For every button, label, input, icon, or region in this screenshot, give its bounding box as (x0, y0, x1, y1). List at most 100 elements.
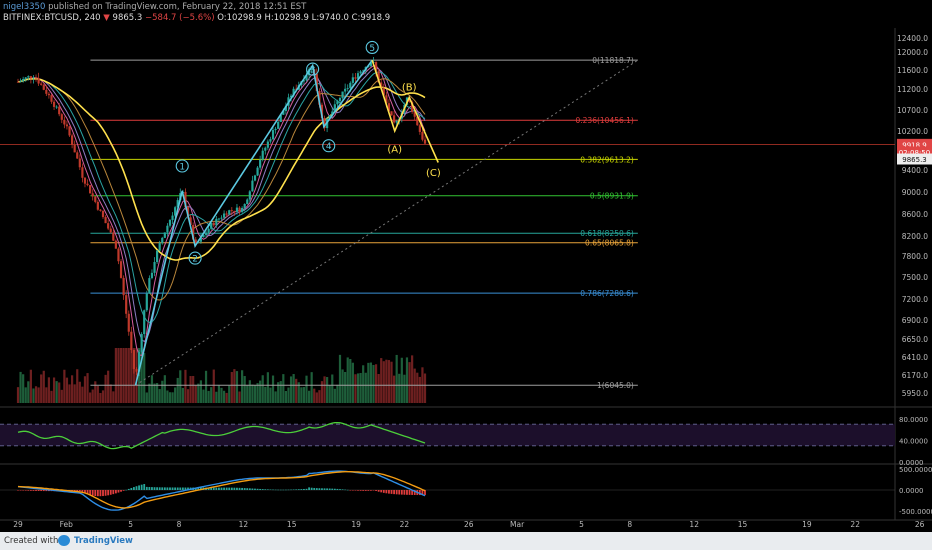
candle-body (284, 105, 288, 111)
price-tick-label: 8200.0 (902, 232, 928, 241)
time-tick-label: 26 (915, 520, 925, 529)
volume-bar (228, 385, 231, 403)
volume-bar (32, 388, 35, 403)
candle-body (356, 73, 360, 79)
candle-body (235, 207, 239, 212)
volume-bar (398, 373, 401, 403)
volume-bar (176, 377, 179, 403)
candle-body (390, 111, 393, 116)
volume-bar (163, 375, 166, 403)
candle-body (122, 277, 125, 296)
volume-bar (323, 376, 326, 403)
macd-signal-line (17, 471, 426, 509)
volume-bar (94, 381, 97, 403)
macd-histogram-bar (37, 490, 40, 491)
macd-histogram-bar (357, 490, 359, 491)
macd-histogram-bar (269, 489, 272, 490)
price-tick-label: 6900.0 (902, 316, 928, 325)
candle-body (377, 71, 380, 83)
macd-histogram-bar (359, 490, 362, 491)
macd-histogram-bar (143, 484, 146, 490)
candle-body (96, 201, 99, 210)
tradingview-brand-link[interactable]: TradingView (74, 536, 133, 546)
price-axis: 12400.0 12000.0 11600.0 11200.0 10700.0 10200… (897, 34, 932, 398)
candle-body (127, 313, 130, 332)
price-tick-label: 7800.0 (902, 252, 928, 261)
volume-bar (104, 374, 107, 403)
wave-label-3: 3 (310, 66, 316, 76)
time-tick-label: 22 (850, 520, 860, 529)
macd-histogram-bar (236, 487, 238, 490)
candle-body (166, 225, 169, 233)
volume-bar (217, 385, 221, 403)
volume-bar (109, 384, 112, 403)
volume-bar (423, 373, 427, 403)
price-tick-label: 5950.0 (902, 389, 928, 398)
volume-bar (45, 387, 48, 403)
candle-body (174, 207, 177, 216)
macd-histogram-bar (122, 490, 125, 491)
volume-bars (16, 348, 427, 403)
wave-label-2: 2 (192, 255, 198, 265)
candle-body (411, 101, 414, 112)
volume-bar (349, 358, 352, 403)
macd-histogram-bar (403, 490, 406, 495)
volume-bar (274, 391, 277, 403)
footer-bar: Created with TradingView (0, 532, 932, 550)
macd-histogram-bar (145, 486, 148, 490)
volume-bar (269, 387, 272, 403)
candle-body (60, 114, 63, 120)
publisher-link[interactable]: nigel3350 (3, 2, 46, 12)
candle-body (55, 106, 58, 108)
macd-histogram-bar (323, 488, 326, 490)
time-tick-label: Feb (60, 520, 74, 529)
wave-label-B: (B) (402, 83, 417, 94)
volume-bar (96, 385, 99, 403)
macd-histogram-bar (333, 488, 336, 490)
time-axis: 29 Feb 5 8 12 15 19 22 26 Mar 5 8 12 15 19 22 26 (13, 520, 924, 529)
price-tick-label: 6650.0 (902, 335, 928, 344)
candle-body (194, 239, 197, 243)
macd-histogram-bar (171, 487, 174, 490)
macd-histogram-bar (377, 490, 380, 492)
price-tag-box (897, 153, 932, 165)
fib-label: 0.382(9613.2) (580, 155, 634, 164)
macd-histogram-bar (313, 487, 316, 490)
candle-body (148, 278, 151, 294)
macd-histogram-bar (228, 487, 231, 490)
macd-histogram-bar (354, 490, 357, 491)
candle-body (104, 217, 107, 224)
volume-bar (117, 348, 120, 403)
volume-bar (418, 376, 421, 403)
macd-histogram-bar (220, 487, 223, 490)
macd-histogram-bar (102, 490, 104, 497)
macd-histogram-bar (24, 490, 27, 491)
macd-histogram-bar (424, 490, 426, 496)
volume-bar (253, 385, 257, 403)
candle-body (168, 219, 172, 226)
wave-label-1: 1 (179, 163, 185, 173)
volume-bar (179, 370, 182, 403)
candle-body (380, 82, 383, 89)
volume-bar (295, 378, 298, 403)
wave-label-circle (322, 139, 336, 153)
volume-bar (63, 369, 66, 403)
macd-histogram-bar (375, 490, 377, 491)
candle-body (261, 150, 264, 160)
macd-label-neg500: -500.0000 (899, 508, 932, 516)
volume-bar (127, 348, 130, 403)
candle-body (341, 91, 344, 99)
candle-body (333, 104, 336, 112)
rsi-pane: 80.0000 40.0000 0.0000 (0, 416, 928, 467)
volume-bar (153, 383, 156, 403)
candle-body (202, 234, 205, 238)
volume-bar (331, 374, 334, 403)
fib-label: 0(11818.7) (592, 56, 634, 65)
macd-histogram-bar (218, 487, 220, 490)
volume-bar (199, 380, 202, 403)
volume-bar (395, 354, 398, 403)
trading-chart[interactable]: 0(11818.7) 0.236(10456.1) 0.382(9613.2) 0.5… (0, 0, 932, 532)
volume-bar (135, 348, 138, 403)
volume-bar (132, 348, 136, 403)
